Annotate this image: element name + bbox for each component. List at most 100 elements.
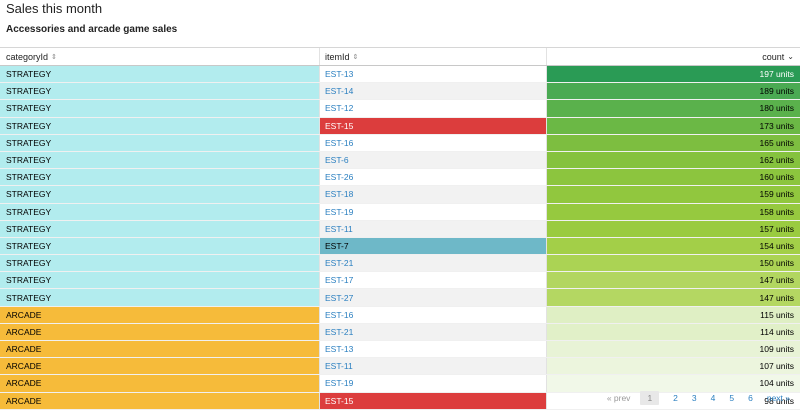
count-cell: 109 units <box>547 341 800 358</box>
table-subtitle: Accessories and arcade game sales <box>6 24 178 35</box>
page-link-1: 1 <box>640 391 660 405</box>
table-row: ARCADE EST-13 109 units <box>0 341 800 359</box>
category-cell: STRATEGY <box>0 203 320 220</box>
column-header-label: count <box>762 51 785 62</box>
category-cell: STRATEGY <box>0 151 320 169</box>
page-link-5[interactable]: 5 <box>729 393 735 403</box>
count-cell: 98 units <box>547 392 800 409</box>
category-cell: STRATEGY <box>0 272 320 289</box>
count-cell: 197 units <box>547 66 800 83</box>
next-page-link[interactable]: next » <box>766 393 790 403</box>
table-row: STRATEGY EST-21 150 units <box>0 255 800 273</box>
sort-both-icon: ⇕ <box>352 53 359 61</box>
count-cell: 114 units <box>547 323 800 340</box>
table-row: STRATEGY EST-17 147 units <box>0 272 800 290</box>
table-row: STRATEGY EST-26 160 units <box>0 169 800 187</box>
item-link[interactable]: EST-6 <box>320 151 547 169</box>
count-cell: 158 units <box>547 203 800 220</box>
table-row: STRATEGY EST-7 154 units <box>0 237 800 256</box>
category-cell: STRATEGY <box>0 134 320 151</box>
page-link-3[interactable]: 3 <box>691 393 697 403</box>
item-link[interactable]: EST-11 <box>320 358 547 375</box>
table-row: STRATEGY EST-27 147 units <box>0 289 800 307</box>
category-cell: STRATEGY <box>0 66 320 83</box>
item-link[interactable]: EST-14 <box>320 83 547 100</box>
item-link[interactable]: EST-16 <box>320 306 547 323</box>
column-header-categoryid[interactable]: categoryId ⇕ <box>0 48 320 65</box>
count-cell: 173 units <box>547 117 800 134</box>
category-cell: ARCADE <box>0 341 320 358</box>
category-cell: STRATEGY <box>0 186 320 203</box>
page-link-4[interactable]: 4 <box>710 393 716 403</box>
count-cell: 189 units <box>547 83 800 100</box>
table-body: STRATEGY EST-13 197 units STRATEGY EST-14 189… <box>0 66 800 410</box>
page-link-6[interactable]: 6 <box>748 393 753 403</box>
item-link[interactable]: EST-18 <box>320 186 547 203</box>
item-link[interactable]: EST-7 <box>320 237 547 255</box>
count-cell: 150 units <box>547 255 800 272</box>
item-link[interactable]: EST-19 <box>320 203 547 220</box>
item-link[interactable]: EST-19 <box>320 375 547 392</box>
sort-desc-icon: ⌄ <box>787 52 794 61</box>
table-row: STRATEGY EST-12 180 units <box>0 100 800 118</box>
category-cell: STRATEGY <box>0 100 320 117</box>
table-row: STRATEGY EST-18 159 units <box>0 186 800 204</box>
column-header-count[interactable]: count ⌄ <box>547 48 800 65</box>
item-link[interactable]: EST-26 <box>320 169 547 186</box>
item-link[interactable]: EST-13 <box>320 341 547 358</box>
category-cell: ARCADE <box>0 392 320 409</box>
page-title: Sales this month <box>6 1 103 16</box>
table-row: STRATEGY EST-19 158 units <box>0 203 800 221</box>
table-row: ARCADE EST-16 115 units <box>0 306 800 324</box>
column-header-label: categoryId <box>6 51 49 62</box>
count-cell: 147 units <box>547 289 800 306</box>
table-row: ARCADE EST-21 114 units <box>0 323 800 341</box>
item-link[interactable]: EST-12 <box>320 100 547 117</box>
count-cell: 157 units <box>547 220 800 237</box>
item-link[interactable]: EST-11 <box>320 220 547 237</box>
category-cell: ARCADE <box>0 358 320 375</box>
prev-page-link: « prev <box>606 393 631 403</box>
item-link[interactable]: EST-17 <box>320 272 547 289</box>
count-cell: 162 units <box>547 151 800 169</box>
category-cell: STRATEGY <box>0 237 320 255</box>
category-cell: ARCADE <box>0 375 320 392</box>
table-header: categoryId ⇕ itemId ⇕ count ⌄ <box>0 48 800 66</box>
count-cell: 115 units <box>547 306 800 323</box>
count-cell: 160 units <box>547 169 800 186</box>
count-cell: 147 units <box>547 272 800 289</box>
table-row: STRATEGY EST-13 197 units <box>0 66 800 84</box>
table-row: ARCADE EST-15 98 units <box>0 392 800 410</box>
pagination: « prev 1 2 3 4 5 6 next » <box>607 391 790 405</box>
category-cell: ARCADE <box>0 306 320 323</box>
item-link[interactable]: EST-21 <box>320 255 547 272</box>
column-header-label: itemId <box>325 51 350 62</box>
item-link[interactable]: EST-16 <box>320 134 547 151</box>
sales-table: categoryId ⇕ itemId ⇕ count ⌄ STRATEGY ES… <box>0 47 800 410</box>
category-cell: ARCADE <box>0 323 320 340</box>
item-link[interactable]: EST-15 <box>320 392 547 409</box>
table-row: STRATEGY EST-16 165 units <box>0 134 800 152</box>
category-cell: STRATEGY <box>0 255 320 272</box>
category-cell: STRATEGY <box>0 117 320 134</box>
count-cell: 154 units <box>547 237 800 255</box>
table-row: STRATEGY EST-14 189 units <box>0 83 800 101</box>
table-row: ARCADE EST-19 104 units <box>0 375 800 393</box>
sort-both-icon: ⇕ <box>51 53 57 61</box>
table-row: STRATEGY EST-15 173 units <box>0 117 800 135</box>
page-link-2[interactable]: 2 <box>673 393 678 403</box>
count-cell: 159 units <box>547 186 800 203</box>
count-cell: 104 units <box>547 375 800 392</box>
category-cell: STRATEGY <box>0 169 320 186</box>
category-cell: STRATEGY <box>0 83 320 100</box>
item-link[interactable]: EST-21 <box>320 323 547 340</box>
category-cell: STRATEGY <box>0 220 320 237</box>
item-link[interactable]: EST-15 <box>320 117 547 134</box>
table-row: ARCADE EST-11 107 units <box>0 358 800 376</box>
count-cell: 180 units <box>547 100 800 117</box>
item-link[interactable]: EST-13 <box>320 66 547 83</box>
count-cell: 107 units <box>547 358 800 375</box>
table-row: STRATEGY EST-11 157 units <box>0 220 800 238</box>
column-header-itemid[interactable]: itemId ⇕ <box>320 48 547 65</box>
item-link[interactable]: EST-27 <box>320 289 547 306</box>
